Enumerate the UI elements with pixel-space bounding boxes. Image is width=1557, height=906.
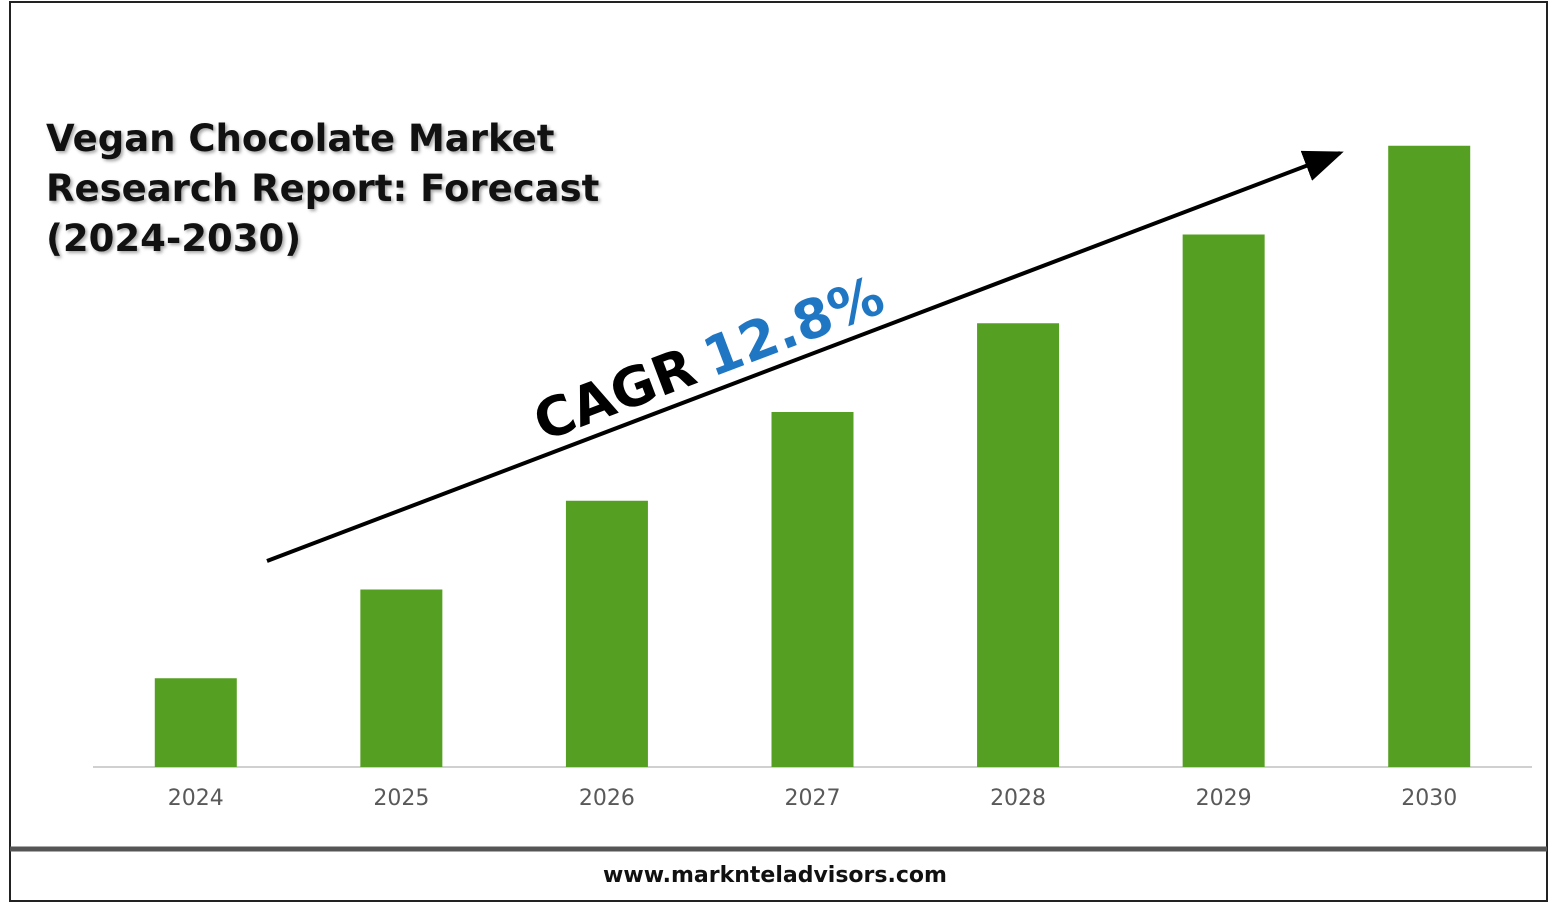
trend-arrow bbox=[266, 150, 1344, 563]
cagr-label: CAGR bbox=[525, 335, 704, 453]
cagr-value: 12.8% bbox=[695, 263, 893, 388]
footer-url: www.marknteladvisors.com bbox=[603, 863, 947, 888]
x-tick-label: 2024 bbox=[168, 786, 224, 811]
chart-title: Vegan Chocolate Market Research Report: … bbox=[46, 117, 600, 260]
bar bbox=[1182, 234, 1265, 767]
frame bbox=[9, 1, 1548, 902]
bar bbox=[1388, 145, 1471, 767]
bar bbox=[360, 589, 443, 767]
bar bbox=[771, 412, 854, 767]
bar bbox=[977, 323, 1060, 767]
x-tick-label: 2029 bbox=[1196, 786, 1252, 811]
bar bbox=[154, 678, 237, 767]
x-tick-label: 2030 bbox=[1401, 786, 1457, 811]
x-tick-label: 2025 bbox=[373, 786, 429, 811]
x-tick-label: 2026 bbox=[579, 786, 635, 811]
x-tick-label: 2028 bbox=[990, 786, 1046, 811]
bar bbox=[565, 500, 648, 767]
x-tick-label: 2027 bbox=[785, 786, 841, 811]
